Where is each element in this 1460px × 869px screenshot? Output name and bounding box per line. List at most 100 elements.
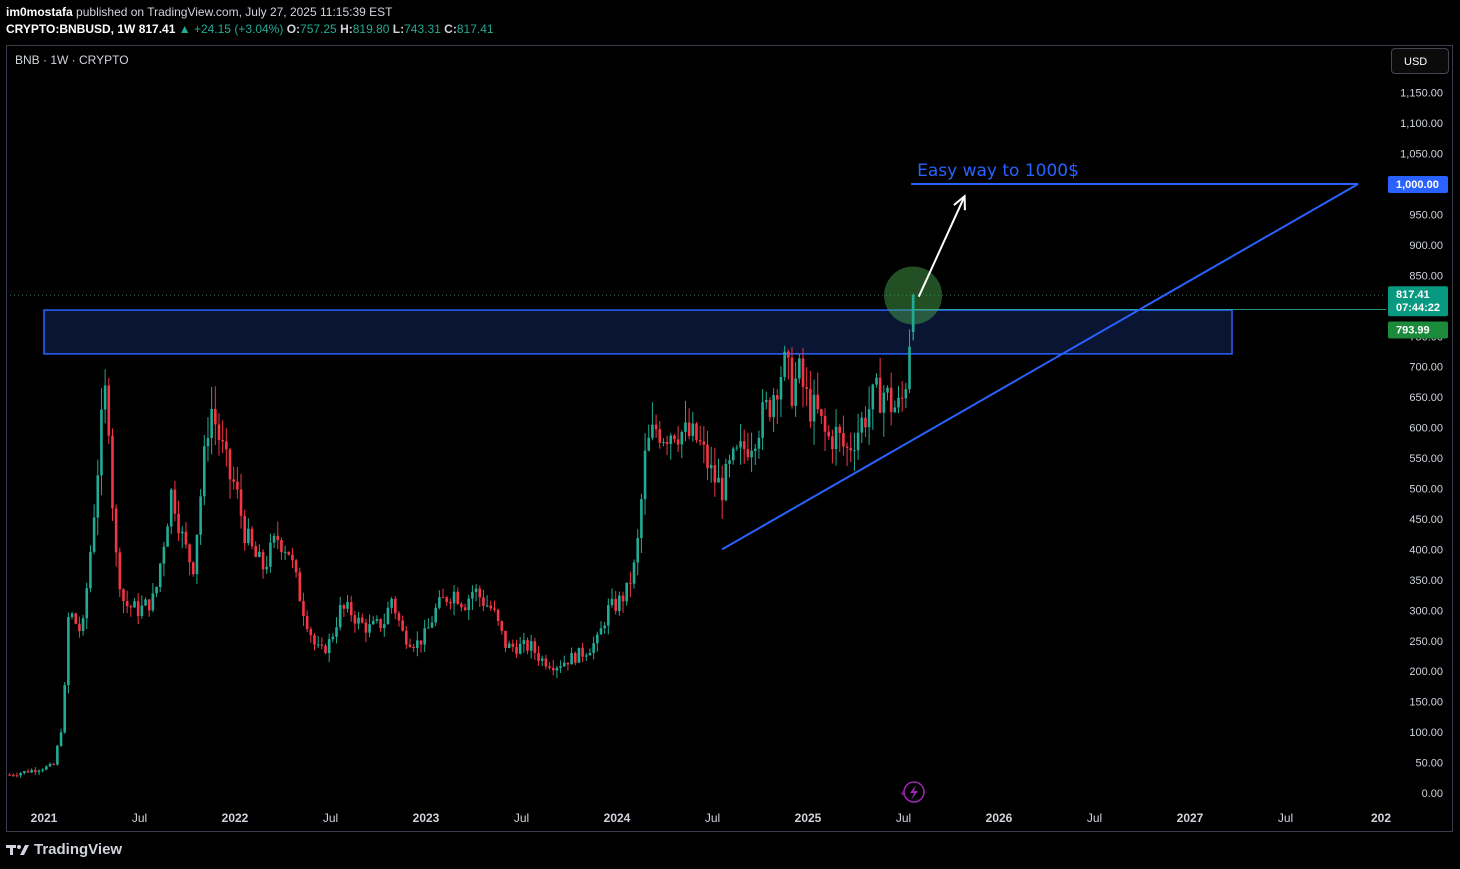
candle-body (254, 546, 258, 557)
candle-body (698, 440, 702, 442)
candle-body (735, 447, 739, 449)
candle-body (111, 435, 114, 509)
candle-body (687, 422, 691, 437)
candle-body (155, 586, 158, 594)
candle-body (537, 652, 540, 661)
chart-frame[interactable] (6, 45, 1453, 832)
candle-body (904, 389, 908, 399)
candle-body (225, 441, 228, 450)
candle-body (125, 601, 129, 607)
y-tick-label: 1,150.00 (1400, 88, 1443, 100)
candle-body (478, 588, 482, 598)
candle-body (787, 351, 790, 358)
candle-body (236, 481, 239, 490)
candle-body (500, 620, 504, 631)
candle-body (272, 535, 276, 543)
last-price-tag-bg (1388, 286, 1448, 317)
candle-body (731, 448, 735, 461)
y-tick-label: 200.00 (1409, 666, 1443, 678)
candle-body (831, 436, 834, 449)
candle-body (162, 546, 166, 564)
candle-body (779, 377, 783, 400)
ohlc-bar: CRYPTO:BNBUSD, 1W 817.41 ▲ +24.15 (+3.04… (6, 22, 494, 36)
candle-body (438, 597, 441, 608)
candle-body (265, 566, 269, 570)
candle-body (445, 597, 449, 602)
candle-body (316, 644, 320, 646)
candle-body (654, 424, 658, 430)
candle-body (463, 607, 467, 611)
candle-body (37, 770, 41, 772)
candle-body (228, 449, 232, 480)
y-tick-label: 50.00 (1415, 758, 1443, 770)
candle-body (96, 475, 100, 518)
publish-date: published on TradingView.com, July 27, 2… (76, 5, 393, 19)
candle-body (393, 598, 397, 614)
candle-body (662, 441, 665, 443)
candle-body (753, 448, 757, 451)
candle-body (456, 591, 460, 604)
candle-body (801, 358, 805, 387)
candle-body (298, 572, 302, 602)
candle-body (390, 598, 393, 608)
candle-body (643, 450, 647, 500)
x-tick-label: 2026 (986, 811, 1013, 825)
candle-body (504, 630, 507, 648)
candle-body (360, 617, 364, 623)
high-value: 819.80 (352, 22, 390, 36)
candle-body (809, 388, 812, 422)
candle-body (823, 415, 827, 432)
candle-body (309, 629, 313, 636)
candle-body (195, 534, 199, 575)
candle-body (573, 653, 577, 663)
candle-body (375, 618, 379, 621)
candle-body (412, 646, 415, 648)
candle-body (713, 465, 717, 483)
author-name[interactable]: im0mostafa (6, 5, 73, 19)
plot-area: Easy way to 1000$ (7, 161, 1386, 779)
candle-body (570, 653, 573, 665)
candle-body (581, 647, 584, 657)
candle-body (89, 551, 92, 589)
candle-body (720, 477, 724, 501)
tradingview-logo[interactable]: TradingView (6, 841, 122, 858)
candle-body (338, 605, 342, 628)
candle-body (180, 531, 184, 534)
y-tick-label: 900.00 (1409, 240, 1443, 252)
lightning-icon-bolt (910, 785, 918, 800)
candle-body (482, 597, 485, 606)
candle-body (261, 551, 265, 570)
prev-close-tag: 793.99 (1388, 321, 1448, 339)
candle-body (15, 775, 19, 777)
y-tick-label: 450.00 (1409, 514, 1443, 526)
last-price: 817.41 (138, 22, 176, 36)
candle-body (427, 627, 430, 629)
candle-body (441, 597, 445, 599)
candle-body (280, 540, 283, 553)
candle-body (41, 769, 44, 771)
candle-body (871, 384, 875, 410)
candle-body (449, 601, 452, 604)
candle-body (474, 588, 478, 592)
candle-body (555, 667, 559, 671)
publish-info: im0mostafa published on TradingView.com,… (6, 5, 392, 19)
candle-body (838, 426, 842, 433)
candle-body (875, 377, 878, 385)
candle-body (342, 605, 346, 609)
candle-body (515, 646, 518, 654)
candle-body (533, 641, 537, 653)
candle-body (416, 640, 419, 648)
candle-body (706, 444, 709, 469)
candle-body (496, 609, 500, 621)
candle-body (85, 588, 89, 619)
candle-body (243, 515, 246, 543)
y-tick-label: 250.00 (1409, 636, 1443, 648)
candle-body (647, 437, 651, 451)
tradingview-logo-icon (6, 844, 29, 855)
close-value: 817.41 (456, 22, 494, 36)
candle-body (599, 628, 603, 635)
candle-body (114, 508, 118, 553)
candle-body (684, 422, 687, 433)
currency-button[interactable]: USD (1391, 48, 1449, 74)
